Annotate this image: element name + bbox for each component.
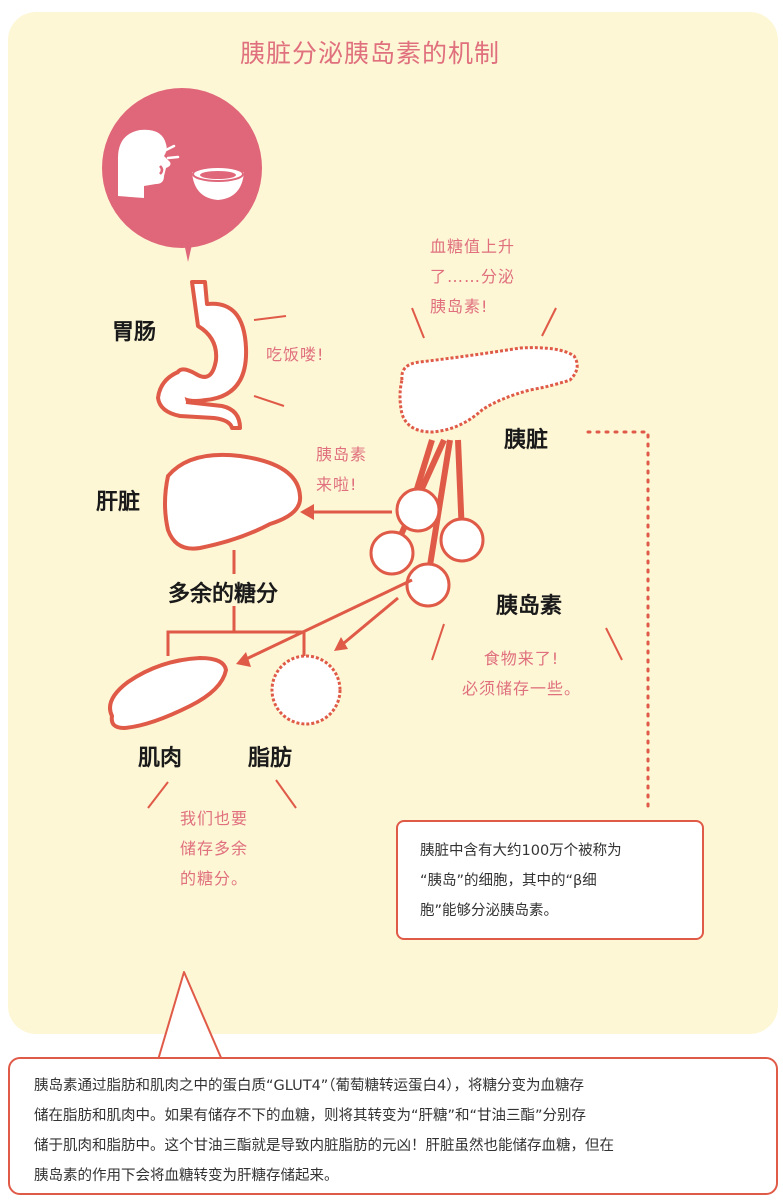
- callout-tail: [157, 971, 223, 1061]
- speech-insulin-coming: 胰岛素 来啦!: [316, 445, 368, 494]
- liver-label: 肝脏: [96, 490, 141, 515]
- muscle-icon: [108, 656, 228, 730]
- liver-icon: [163, 452, 303, 551]
- speech-pancreas: 血糖值上升 了……分泌 胰岛素!: [430, 237, 516, 316]
- speech-food-coming: 食物来了! 必须储存一些。: [462, 649, 582, 698]
- speech-marks: [147, 623, 623, 809]
- sugar-branch-lines: [166, 550, 306, 656]
- fat-label: 脂肪: [248, 746, 293, 771]
- page-title: 胰脏分泌胰岛素的机制: [240, 39, 501, 68]
- insulin-cells: [369, 438, 485, 608]
- fat-icon: [270, 654, 342, 726]
- excess-sugar-label: 多余的糖分: [168, 582, 279, 607]
- dotted-connector: [586, 430, 650, 810]
- explanation-box: 胰岛素通过脂肪和肌肉之中的蛋白质“GLUT4”（葡萄糖转运蛋白4），将糖分变为血…: [8, 1057, 778, 1195]
- stomach-label: 胃肠: [112, 320, 157, 345]
- pancreas-label: 胰脏: [504, 428, 549, 453]
- muscle-label: 肌肉: [138, 746, 183, 771]
- insulin-label: 胰岛素: [496, 594, 563, 619]
- arrow-to-fat: [334, 596, 399, 651]
- speech-we-store: 我们也要 储存多余 的糖分。: [180, 809, 249, 888]
- arrow-to-liver: [300, 504, 392, 520]
- arrow-to-muscle: [236, 578, 413, 667]
- stomach-icon: [156, 280, 287, 430]
- speech-eating: 吃饭喽!: [266, 345, 325, 364]
- pancreas-icon: [398, 307, 579, 434]
- info-box: 胰脏中含有大约100万个被称为 “胰岛”的细胞，其中的“β细 胞”能够分泌胰岛素…: [396, 820, 704, 940]
- eating-icon: [102, 88, 262, 262]
